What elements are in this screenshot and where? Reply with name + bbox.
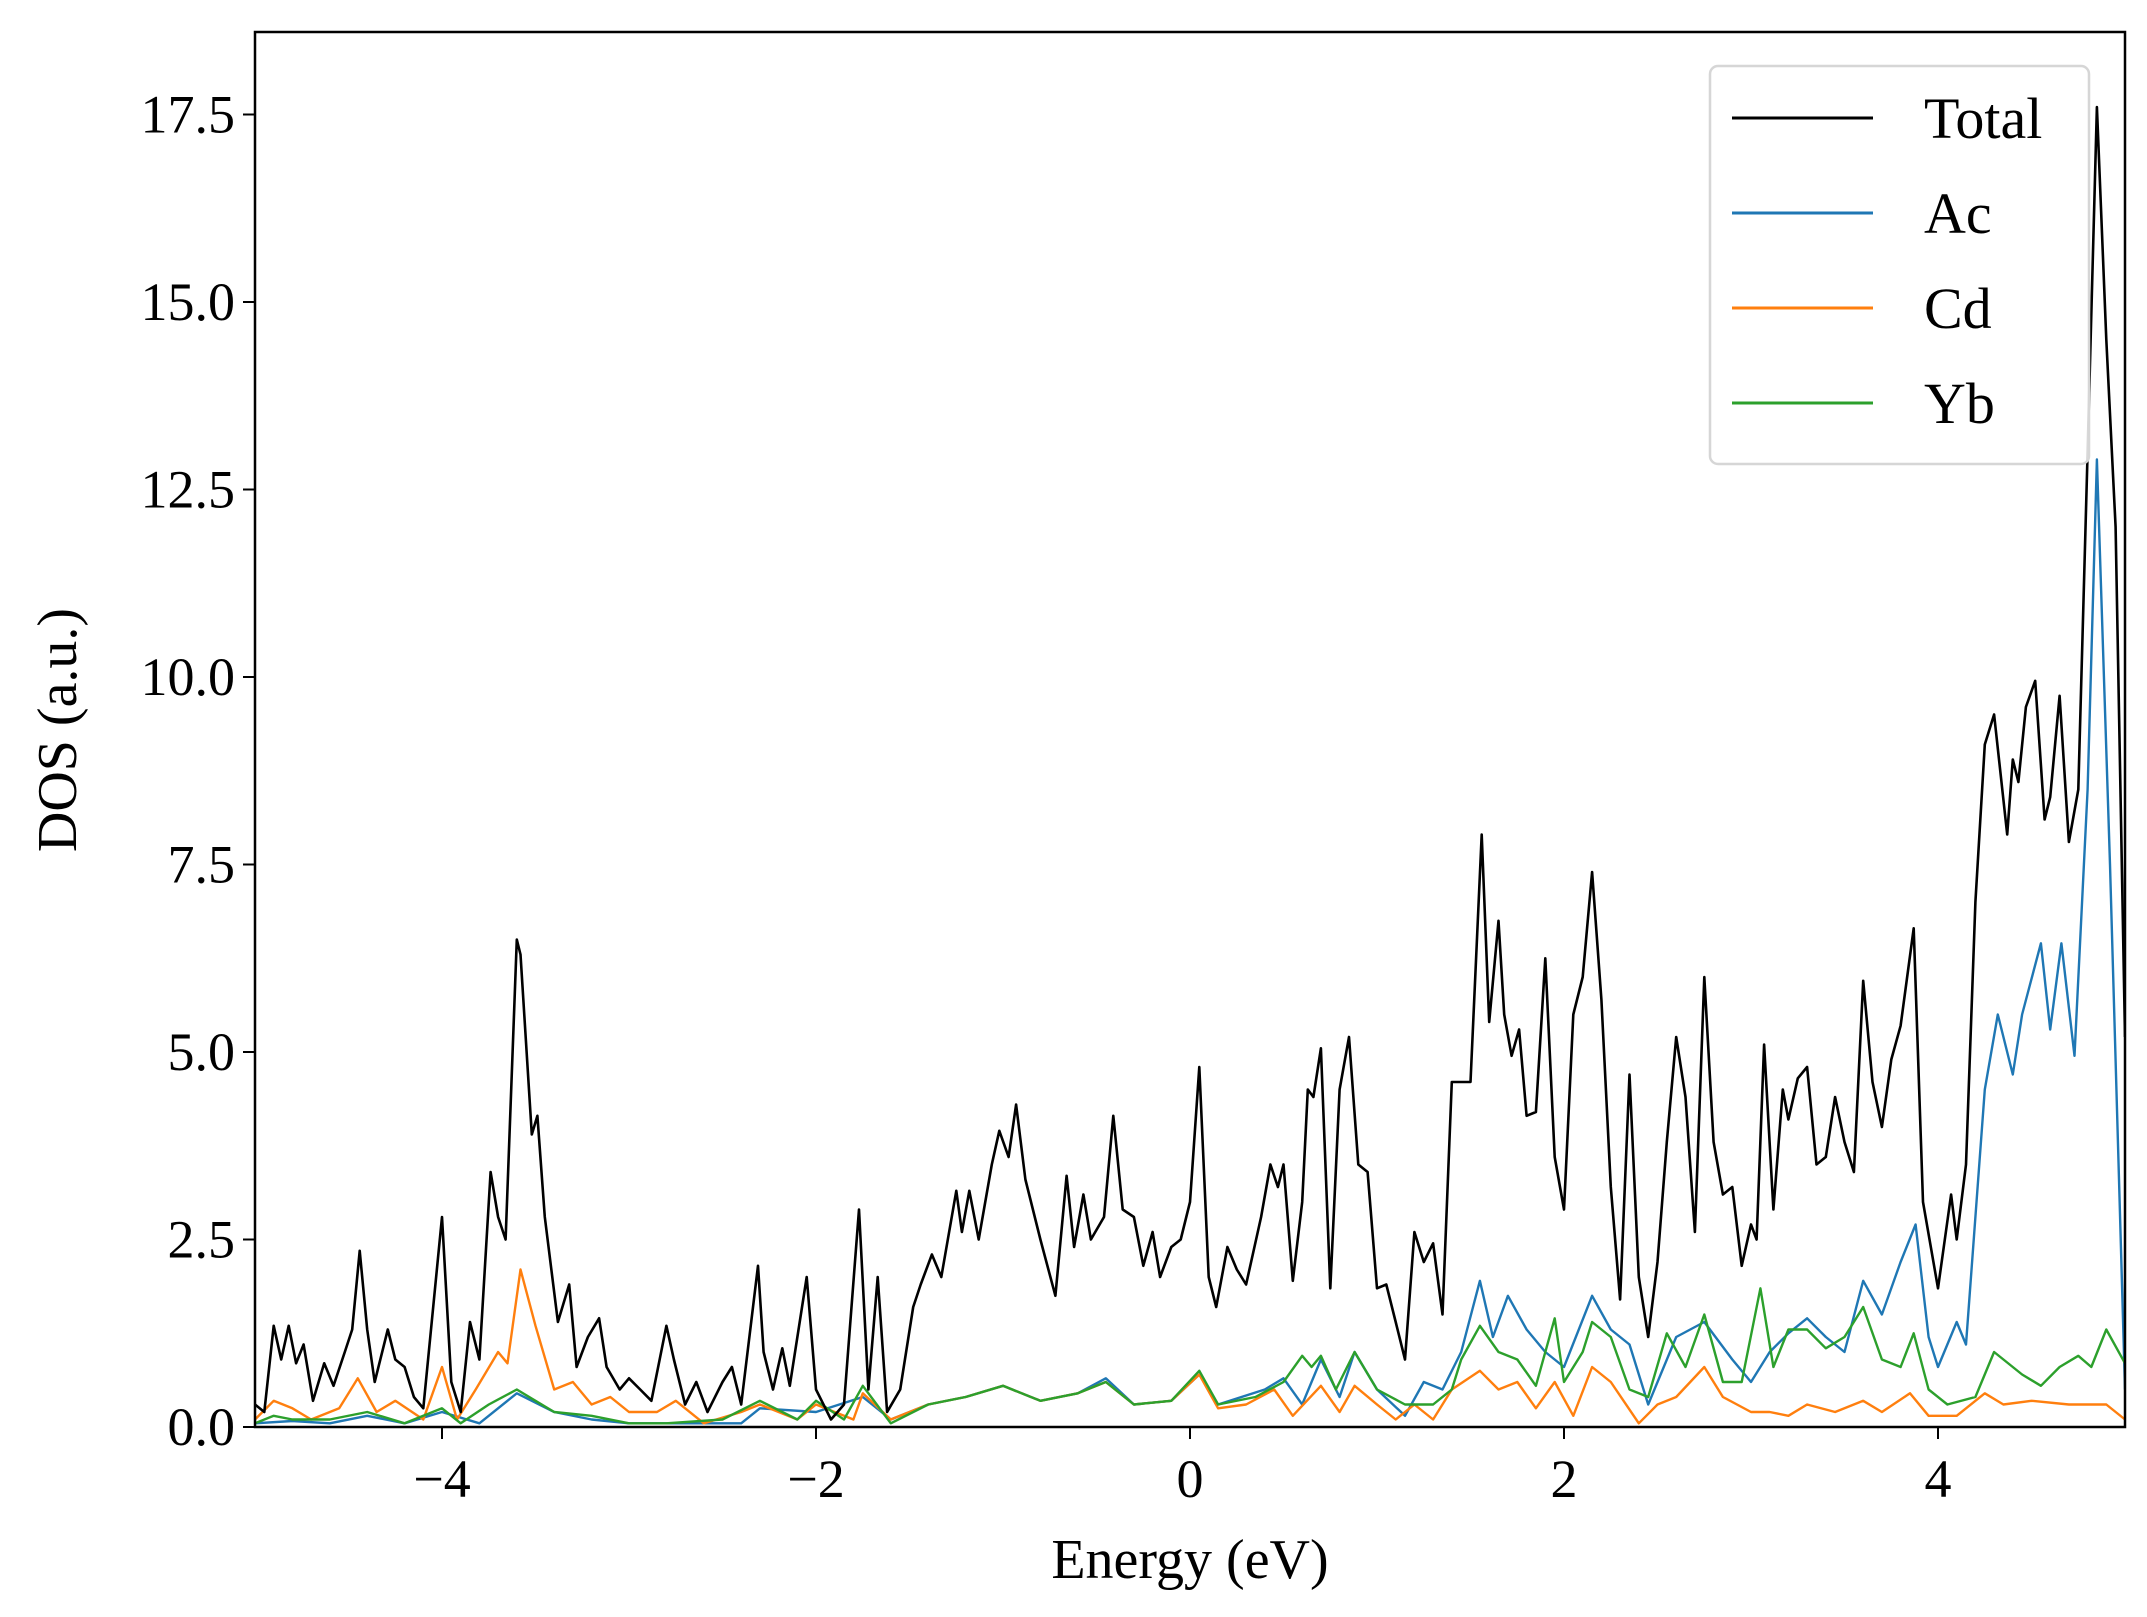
y-tick-label: 10.0: [141, 647, 236, 707]
legend-label-cd: Cd: [1924, 276, 1992, 341]
series-line-ac: [255, 458, 2125, 1425]
x-tick-label: 2: [1551, 1449, 1578, 1509]
series-line-yb: [255, 1287, 2125, 1425]
legend-label-ac: Ac: [1924, 181, 1992, 246]
x-axis: −4 −2 0 2 4: [413, 1427, 1952, 1509]
legend-label-total: Total: [1924, 86, 2042, 151]
x-axis-label: Energy (eV): [1051, 1529, 1328, 1591]
x-tick-label: −2: [787, 1449, 844, 1509]
y-tick-label: 7.5: [168, 835, 236, 895]
series-line-cd: [255, 1268, 2125, 1425]
x-tick-label: −4: [413, 1449, 470, 1509]
y-tick-label: 0.0: [168, 1397, 236, 1457]
x-tick-label: 0: [1177, 1449, 1204, 1509]
legend: Total Ac Cd Yb: [1708, 64, 2091, 466]
series-layer: [255, 105, 2125, 1425]
x-tick-label: 4: [1925, 1449, 1952, 1509]
legend-box: [1708, 64, 2091, 466]
y-axis-label: DOS (a.u.): [27, 608, 89, 852]
legend-label-yb: Yb: [1924, 371, 1995, 436]
y-tick-label: 15.0: [141, 272, 236, 332]
y-tick-label: 5.0: [168, 1022, 236, 1082]
y-tick-label: 17.5: [141, 85, 236, 145]
series-line-total: [255, 105, 2125, 1421]
y-tick-label: 2.5: [168, 1210, 236, 1270]
y-tick-label: 12.5: [141, 460, 236, 520]
y-axis: 0.0 2.5 5.0 7.5 10.0 12.5 15.0 17.5: [141, 85, 255, 1457]
